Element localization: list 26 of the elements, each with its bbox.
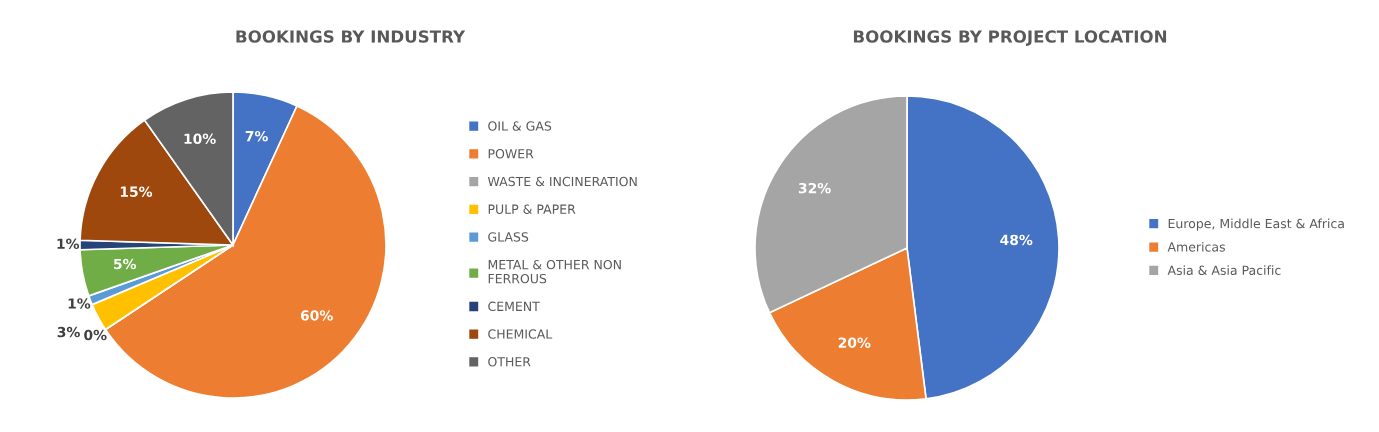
legend-label: OTHER [488, 357, 531, 367]
data-label: 15% [120, 186, 153, 197]
chart-title: BOOKINGS BY PROJECT LOCATION [853, 30, 1167, 46]
legend-label: Asia & Asia Pacific [1167, 265, 1281, 275]
data-label: 20% [838, 337, 871, 348]
data-label: 7% [245, 130, 268, 142]
legend-label: POWER [488, 149, 534, 159]
legend-label: Europe, Middle East & Africa [1168, 218, 1344, 231]
legend-label: CHEMICAL [488, 329, 553, 339]
legend-label: PULP & PAPER [488, 204, 576, 214]
text: 0% [84, 329, 107, 341]
data-label: 1% [57, 238, 80, 250]
legend-label: CEMENT [488, 301, 540, 312]
data-label: 10% [184, 133, 216, 145]
legend-label: GLASS [488, 232, 529, 242]
legend-label: WASTE & INCINERATION [487, 176, 637, 187]
legend-label: Americas [1167, 241, 1225, 252]
data-label: 48% [1000, 234, 1033, 246]
data-label: 32% [798, 182, 831, 194]
data-label: 60% [300, 310, 333, 321]
legend-label: METAL & OTHER NON FERROUS [488, 259, 621, 284]
data-label: 1% [68, 298, 91, 309]
data-label: 3% [57, 326, 80, 338]
legend-label: OIL & GAS [488, 121, 552, 131]
data-label: 5% [114, 258, 137, 270]
chart-title: BOOKINGS BY INDUSTRY [236, 30, 466, 43]
